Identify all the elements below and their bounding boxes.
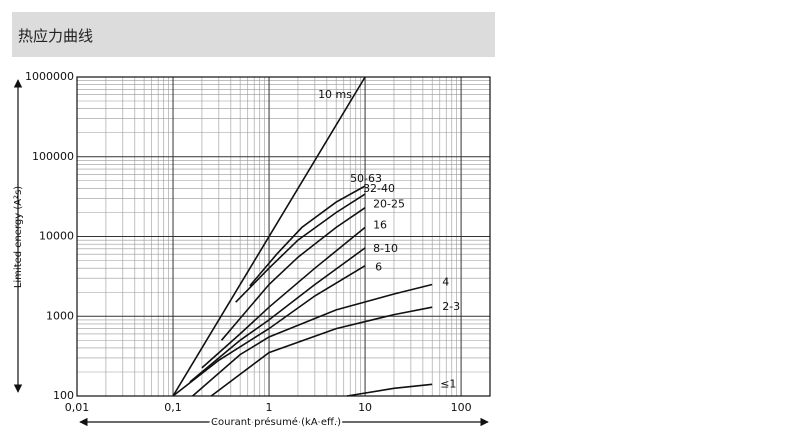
curve-label: 6 <box>375 261 382 274</box>
x-axis-title: Courant présumé (kA eff.) <box>211 416 341 428</box>
y-tick-label: 1000 <box>46 309 74 322</box>
x-tick-label: 1 <box>266 401 273 414</box>
curve-label: 32-40 <box>363 182 395 195</box>
plot-frame <box>76 76 491 397</box>
x-tick-label: 0,1 <box>164 401 182 414</box>
curve-label: 16 <box>373 218 387 231</box>
curve-label: ≤1 <box>440 377 456 390</box>
curve <box>220 207 366 341</box>
curve <box>249 185 366 287</box>
curve-label: 8-10 <box>373 242 398 255</box>
y-axis-title: Limited energy (A²s) <box>13 186 24 288</box>
x-tick-label: 100 <box>451 401 472 414</box>
x-tick-label: 10 <box>358 401 372 414</box>
curve <box>201 226 366 369</box>
curve <box>346 383 433 397</box>
curve <box>189 247 366 383</box>
curve-label: 2-3 <box>442 300 460 313</box>
y-tick-label: 10000 <box>39 230 74 243</box>
header-bar: 热应力曲线 <box>12 12 495 57</box>
curve-label: 50-63 <box>350 172 382 185</box>
header-title: 热应力曲线 <box>18 27 94 45</box>
curve <box>172 265 366 397</box>
curve-label: 10 ms <box>318 88 352 101</box>
curve <box>210 306 433 397</box>
curve-label: 4 <box>442 276 449 289</box>
curve <box>172 76 366 397</box>
curve-label: 20-25 <box>373 198 405 211</box>
curve <box>235 193 366 303</box>
y-tick-label: 1000000 <box>25 70 74 83</box>
y-tick-label: 100 <box>53 389 74 402</box>
curve <box>192 283 433 397</box>
y-tick-label: 100000 <box>32 150 74 163</box>
x-tick-label: 0,01 <box>65 401 90 414</box>
